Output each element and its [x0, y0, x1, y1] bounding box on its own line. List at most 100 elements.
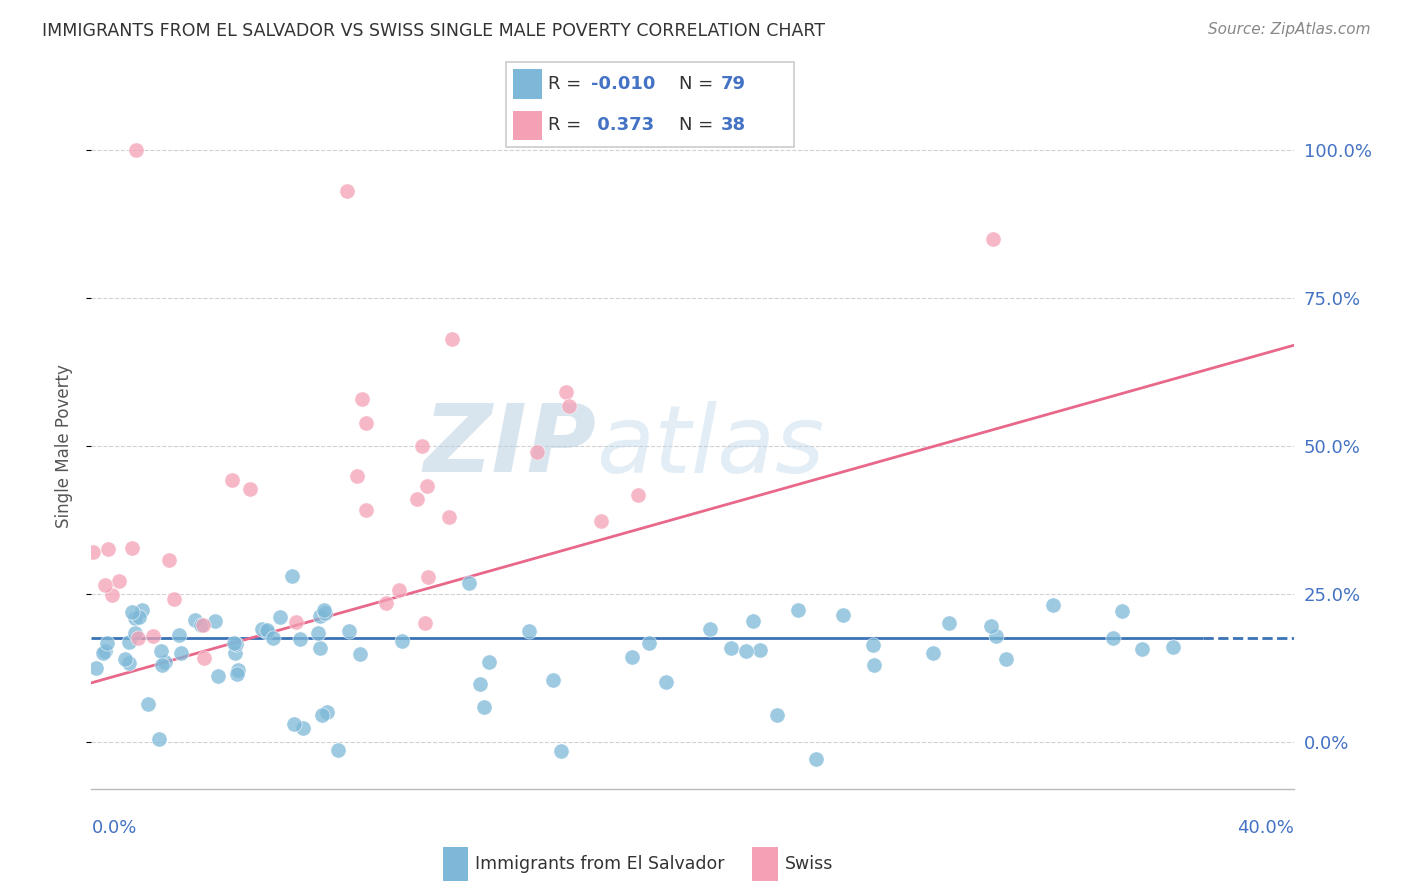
- Text: Source: ZipAtlas.com: Source: ZipAtlas.com: [1208, 22, 1371, 37]
- Point: [269, 610, 291, 624]
- Point: [411, 439, 433, 453]
- Point: [416, 479, 439, 493]
- Text: N =: N =: [679, 116, 718, 134]
- Point: [637, 636, 659, 650]
- FancyBboxPatch shape: [513, 111, 543, 140]
- Point: [517, 624, 540, 638]
- Point: [225, 637, 247, 651]
- Text: -0.010: -0.010: [591, 75, 655, 93]
- Point: [136, 697, 159, 711]
- Point: [170, 646, 193, 660]
- Point: [307, 626, 329, 640]
- Point: [558, 399, 581, 413]
- Point: [346, 469, 368, 483]
- Point: [125, 143, 148, 157]
- Point: [388, 583, 411, 598]
- Point: [311, 708, 333, 723]
- Text: IMMIGRANTS FROM EL SALVADOR VS SWISS SINGLE MALE POVERTY CORRELATION CHART: IMMIGRANTS FROM EL SALVADOR VS SWISS SIN…: [42, 22, 825, 40]
- Point: [288, 632, 311, 646]
- Point: [124, 610, 146, 624]
- Point: [128, 610, 150, 624]
- Point: [391, 633, 413, 648]
- Text: Swiss: Swiss: [785, 855, 832, 873]
- Text: 0.373: 0.373: [591, 116, 654, 134]
- Point: [193, 651, 215, 665]
- Point: [543, 673, 565, 688]
- Point: [922, 646, 945, 660]
- Point: [131, 603, 153, 617]
- Point: [150, 644, 173, 658]
- Point: [555, 384, 578, 399]
- Point: [153, 656, 176, 670]
- Point: [440, 333, 463, 347]
- Point: [228, 663, 250, 677]
- Point: [184, 613, 207, 627]
- Point: [157, 552, 180, 566]
- Point: [314, 606, 336, 620]
- Point: [457, 575, 479, 590]
- Point: [627, 487, 650, 501]
- Point: [804, 752, 827, 766]
- Point: [1042, 598, 1064, 612]
- Point: [96, 635, 118, 649]
- Point: [981, 232, 1004, 246]
- Point: [1130, 641, 1153, 656]
- Point: [1161, 640, 1184, 654]
- Text: 38: 38: [721, 116, 747, 134]
- Point: [654, 674, 676, 689]
- Point: [787, 603, 810, 617]
- Point: [224, 647, 246, 661]
- Point: [478, 655, 501, 669]
- Point: [121, 541, 143, 556]
- Point: [94, 578, 117, 592]
- Point: [97, 541, 120, 556]
- Point: [308, 641, 330, 656]
- Text: 0.0%: 0.0%: [91, 819, 136, 837]
- Y-axis label: Single Male Poverty: Single Male Poverty: [55, 364, 73, 528]
- Point: [280, 569, 302, 583]
- Point: [292, 721, 315, 735]
- Point: [256, 624, 278, 639]
- Point: [118, 656, 141, 670]
- Point: [169, 628, 191, 642]
- Point: [150, 658, 173, 673]
- Point: [437, 510, 460, 524]
- Point: [699, 622, 721, 636]
- Point: [309, 609, 332, 624]
- Point: [86, 661, 108, 675]
- Point: [720, 641, 742, 656]
- Point: [312, 603, 335, 617]
- Point: [831, 607, 853, 622]
- Point: [406, 492, 429, 507]
- Point: [589, 514, 612, 528]
- Text: Immigrants from El Salvador: Immigrants from El Salvador: [475, 855, 724, 873]
- Point: [336, 185, 359, 199]
- Point: [980, 619, 1002, 633]
- Point: [765, 708, 787, 723]
- Point: [204, 614, 226, 628]
- Point: [226, 667, 249, 681]
- Point: [256, 623, 278, 637]
- Text: ZIP: ZIP: [423, 400, 596, 492]
- Point: [350, 392, 373, 406]
- Point: [349, 647, 371, 661]
- Point: [862, 639, 884, 653]
- Text: R =: R =: [548, 116, 586, 134]
- Point: [262, 632, 284, 646]
- Text: N =: N =: [679, 75, 718, 93]
- Point: [1111, 604, 1133, 618]
- Point: [526, 445, 548, 459]
- Point: [468, 677, 491, 691]
- Point: [741, 614, 763, 628]
- Point: [222, 636, 245, 650]
- Point: [142, 629, 165, 643]
- Point: [375, 596, 398, 610]
- Text: 40.0%: 40.0%: [1237, 819, 1294, 837]
- FancyBboxPatch shape: [513, 70, 543, 99]
- Text: 79: 79: [721, 75, 747, 93]
- Point: [94, 644, 117, 658]
- Point: [354, 416, 377, 430]
- Point: [121, 606, 143, 620]
- Point: [191, 617, 214, 632]
- Point: [239, 482, 262, 496]
